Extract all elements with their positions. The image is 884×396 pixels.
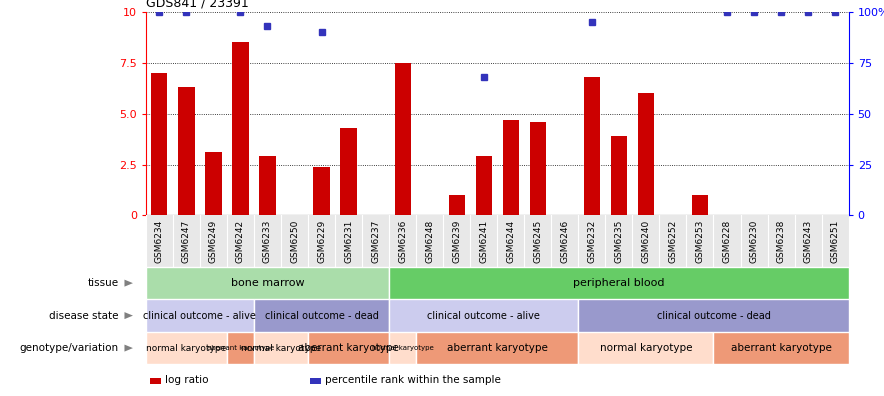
Text: GSM6236: GSM6236 (398, 219, 408, 263)
Bar (146, 267, 389, 299)
Bar (146, 299, 254, 332)
Text: GSM6247: GSM6247 (182, 219, 191, 263)
Bar (205, 152, 222, 215)
Bar (227, 332, 254, 364)
Text: clinical outcome - dead: clinical outcome - dead (264, 310, 378, 321)
Text: GSM6248: GSM6248 (425, 219, 434, 263)
Text: GSM6253: GSM6253 (696, 219, 705, 263)
Text: disease state: disease state (50, 310, 118, 321)
Bar (583, 77, 600, 215)
Polygon shape (125, 345, 133, 352)
Text: GSM6228: GSM6228 (722, 219, 731, 263)
Bar (389, 299, 578, 332)
Text: clinical outcome - alive: clinical outcome - alive (143, 310, 256, 321)
Bar (232, 42, 248, 215)
Bar (150, 378, 161, 384)
Text: GSM6240: GSM6240 (642, 219, 651, 263)
Bar (308, 332, 389, 364)
Polygon shape (125, 312, 133, 319)
Text: GSM6229: GSM6229 (317, 219, 326, 263)
Text: GSM6241: GSM6241 (479, 219, 488, 263)
Text: GSM6233: GSM6233 (263, 219, 272, 263)
Text: normal karyotype: normal karyotype (146, 344, 226, 352)
Bar (448, 195, 465, 215)
Bar (578, 299, 849, 332)
Bar (389, 267, 849, 299)
Bar (713, 332, 849, 364)
Bar (530, 122, 546, 215)
Text: tissue: tissue (88, 278, 118, 288)
Text: GSM6238: GSM6238 (776, 219, 786, 263)
Text: log ratio: log ratio (164, 375, 209, 385)
Text: GSM6246: GSM6246 (560, 219, 569, 263)
Text: GSM6245: GSM6245 (533, 219, 542, 263)
Text: GSM6242: GSM6242 (236, 219, 245, 263)
Text: clinical outcome - alive: clinical outcome - alive (427, 310, 540, 321)
Text: aberrant karyotype: aberrant karyotype (446, 343, 548, 353)
Text: aberrant karyotype: aberrant karyotype (298, 343, 399, 353)
Bar (179, 87, 194, 215)
Bar (389, 332, 416, 364)
Text: GSM6250: GSM6250 (290, 219, 299, 263)
Bar (503, 120, 519, 215)
Text: GSM6251: GSM6251 (831, 219, 840, 263)
Bar (476, 156, 492, 215)
Text: GDS841 / 23391: GDS841 / 23391 (146, 0, 248, 10)
Text: bone marrow: bone marrow (231, 278, 304, 288)
Bar (416, 332, 578, 364)
Bar (254, 299, 389, 332)
Polygon shape (125, 280, 133, 287)
Text: GSM6231: GSM6231 (344, 219, 353, 263)
Text: GSM6234: GSM6234 (155, 219, 164, 263)
Text: normal karyotype: normal karyotype (372, 345, 433, 351)
Bar (314, 167, 330, 215)
Text: genotype/variation: genotype/variation (19, 343, 118, 353)
Text: normal karyotype: normal karyotype (240, 344, 321, 352)
Text: GSM6230: GSM6230 (750, 219, 758, 263)
Text: GSM6232: GSM6232 (587, 219, 597, 263)
Text: percentile rank within the sample: percentile rank within the sample (325, 375, 501, 385)
Text: GSM6252: GSM6252 (668, 219, 677, 263)
Text: normal karyotype: normal karyotype (599, 343, 692, 353)
Bar (310, 378, 321, 384)
Bar (254, 332, 308, 364)
Text: peripheral blood: peripheral blood (573, 278, 665, 288)
Bar (151, 73, 167, 215)
Text: GSM6249: GSM6249 (209, 219, 218, 263)
Bar (692, 195, 708, 215)
Text: clinical outcome - dead: clinical outcome - dead (657, 310, 771, 321)
Text: aberrant karyotype: aberrant karyotype (207, 345, 274, 351)
Bar (638, 93, 654, 215)
Bar (611, 136, 627, 215)
Text: aberrant karyotype: aberrant karyotype (731, 343, 832, 353)
Bar (578, 332, 713, 364)
Text: GSM6235: GSM6235 (614, 219, 623, 263)
Text: GSM6237: GSM6237 (371, 219, 380, 263)
Bar (146, 332, 227, 364)
Bar (259, 156, 276, 215)
Text: GSM6244: GSM6244 (507, 219, 515, 263)
Bar (394, 63, 411, 215)
Bar (340, 128, 357, 215)
Text: GSM6239: GSM6239 (453, 219, 461, 263)
Text: GSM6243: GSM6243 (804, 219, 812, 263)
